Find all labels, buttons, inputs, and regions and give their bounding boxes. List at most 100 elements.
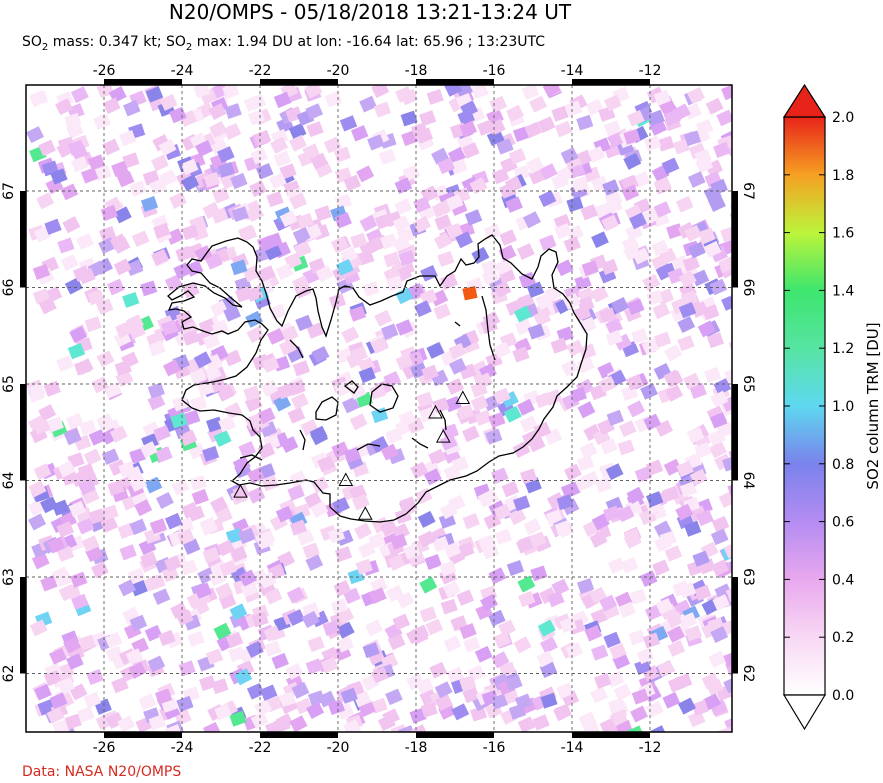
so2-max-pixel <box>462 285 478 301</box>
lat-label-right: 66 <box>740 279 756 297</box>
so2-pixel <box>591 513 610 531</box>
colorbar: 2.0 1.8 1.6 1.4 1.2 1.0 0.8 0.6 0.4 0.2 0.0 SO2 co… <box>782 83 882 731</box>
so2-pixel <box>623 152 642 170</box>
so2-pixel <box>563 463 582 481</box>
so2-pixel <box>443 541 462 559</box>
so2-pixel <box>44 218 62 235</box>
so2-pixel <box>379 519 398 537</box>
so2-pixel <box>437 157 455 175</box>
so2-pixel <box>370 577 388 594</box>
so2-pixel <box>327 527 346 544</box>
so2-pixel <box>279 691 297 708</box>
so2-pixel <box>138 693 157 711</box>
so2-pixel <box>571 176 589 193</box>
so2-pixel <box>594 672 612 689</box>
so2-pixel <box>426 342 445 359</box>
so2-pixel <box>629 212 647 230</box>
so2-pixel <box>702 304 720 321</box>
so2-pixel <box>533 309 552 327</box>
lat-label-left: 66 <box>1 279 17 297</box>
so2-pixel <box>556 326 574 343</box>
so2-pixel <box>177 528 195 546</box>
lon-label-bottom: -24 <box>171 740 194 756</box>
so2-pixel <box>64 713 82 730</box>
so2-pixel <box>254 699 273 717</box>
so2-pixel <box>334 193 353 210</box>
so2-pixel <box>503 405 522 423</box>
so2-pixel <box>229 545 248 563</box>
so2-pixel <box>410 122 429 139</box>
so2-pixel <box>76 517 95 535</box>
so2-pixel <box>203 364 222 382</box>
so2-pixel <box>532 714 550 731</box>
so2-pixel <box>116 170 135 188</box>
so2-pixel <box>631 328 649 345</box>
so2-pixel <box>104 631 123 649</box>
so2-pixel <box>148 714 166 731</box>
so2-pixel <box>410 461 429 479</box>
so2-pixel <box>310 152 329 170</box>
so2-pixel <box>523 211 541 229</box>
so2-pixel <box>190 395 208 412</box>
so2-pixel <box>292 275 310 293</box>
so2-pixel <box>513 305 532 323</box>
so2-pixel <box>696 509 714 527</box>
so2-pixel <box>122 100 141 117</box>
so2-pixel <box>96 413 115 431</box>
so2-pixel <box>202 445 220 462</box>
so2-pixel <box>456 404 474 421</box>
so2-pixel <box>165 228 184 245</box>
so2-pixel <box>641 338 660 355</box>
so2-pixel <box>302 143 320 160</box>
so2-pixel <box>563 236 581 253</box>
so2-pixel <box>266 328 285 345</box>
so2-pixel <box>631 688 650 705</box>
so2-pixel <box>534 392 553 408</box>
so2-pixel <box>556 682 574 700</box>
so2-pixel <box>29 619 48 637</box>
so2-pixel <box>77 478 96 496</box>
so2-pixel <box>566 196 584 213</box>
so2-pixel <box>292 226 311 244</box>
so2-pixel <box>483 223 502 240</box>
so2-pixel <box>718 490 732 508</box>
so2-pixel <box>385 427 403 444</box>
so2-pixel <box>217 146 235 163</box>
so2-pixel <box>539 636 558 654</box>
so2-pixel <box>341 326 360 344</box>
so2-pixel <box>334 212 352 229</box>
so2-pixel <box>330 598 349 615</box>
so2-pixel <box>710 626 729 643</box>
so2-pixel <box>144 574 162 592</box>
so2-pixel <box>395 86 413 103</box>
so2-pixel <box>474 409 492 426</box>
so2-pixel <box>305 103 324 120</box>
so2-pixel <box>573 304 592 322</box>
so2-pixel <box>125 259 144 277</box>
so2-pixel <box>162 359 181 377</box>
so2-pixel <box>677 697 696 715</box>
so2-pixel <box>327 699 345 715</box>
so2-pixel <box>677 316 696 334</box>
so2-pixel <box>228 646 246 662</box>
so2-pixel <box>152 588 171 606</box>
so2-pixel <box>102 138 120 156</box>
so2-pixel <box>309 425 328 443</box>
so2-pixel <box>582 720 600 732</box>
so2-pixel <box>230 172 248 190</box>
so2-pixel <box>195 140 213 157</box>
so2-pixel <box>314 205 332 222</box>
so2-pixel <box>464 209 483 226</box>
lon-label-top: -22 <box>249 63 272 79</box>
so2-pixel <box>331 441 350 458</box>
lon-label-top: -12 <box>639 63 662 79</box>
so2-pixel <box>245 640 264 658</box>
so2-pixel <box>628 629 646 646</box>
so2-pixel <box>304 85 323 99</box>
so2-pixel <box>620 556 639 574</box>
colorbar-gradient <box>783 116 826 696</box>
so2-pixel <box>390 533 408 550</box>
so2-pixel <box>451 703 470 721</box>
so2-pixel <box>292 360 311 377</box>
